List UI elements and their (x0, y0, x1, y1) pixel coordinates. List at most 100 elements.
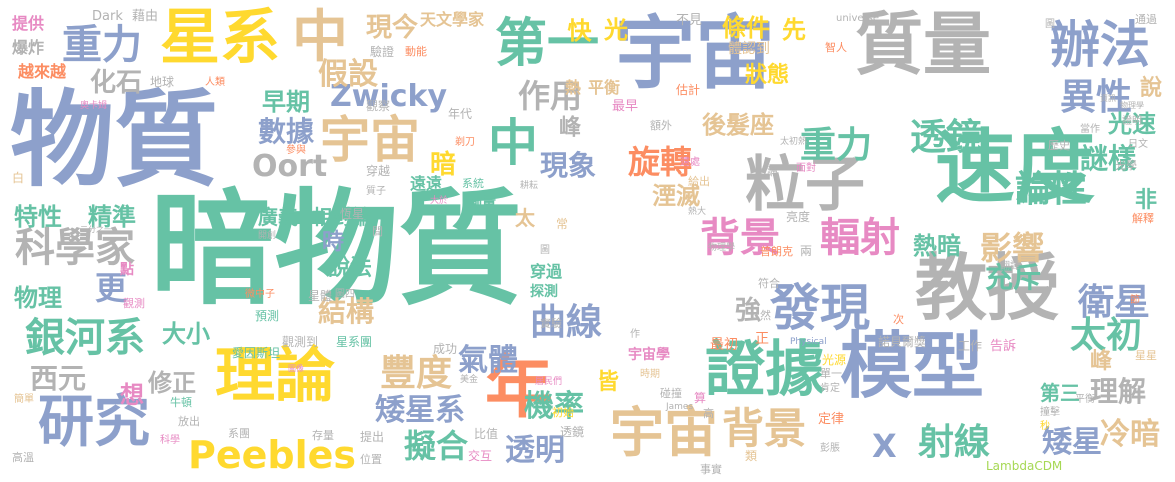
word: 正 (755, 331, 769, 347)
word: 特性 (14, 203, 62, 231)
word: 彭脹 (820, 443, 840, 454)
word: 間 (372, 225, 383, 238)
word: 高溫 (12, 451, 34, 464)
word: 第一 (495, 14, 600, 74)
word: 次 (893, 313, 904, 326)
word: 諾貝爾獎 (878, 335, 927, 349)
word: 物質 (10, 79, 219, 201)
word: 動能 (405, 45, 427, 58)
word: 告訴 (990, 339, 1017, 354)
word: 光源 (822, 353, 847, 367)
word: 面對 (796, 163, 816, 174)
word: 宇宙 (320, 111, 420, 169)
word: 給出 (688, 175, 710, 188)
word: 物理學 (708, 243, 736, 253)
word: 剃刀 (455, 137, 475, 148)
word: 旋轉 (628, 143, 693, 181)
word: 平衡 (588, 78, 621, 97)
word: 爆炸 (12, 38, 45, 57)
word: 資訊 (1100, 94, 1116, 103)
word: 西元 (30, 362, 87, 395)
word: 天文學家 (420, 10, 485, 29)
word: 放出 (178, 415, 200, 428)
word: 比值 (474, 427, 499, 441)
word: 理論 (215, 341, 335, 411)
word: 熱暗 (913, 232, 961, 260)
word: 普朗克 (760, 245, 793, 258)
word: 時期 (640, 369, 660, 380)
word: 系統 (462, 177, 484, 190)
word: 發現 (770, 279, 870, 337)
word: 星體 (308, 289, 333, 303)
word: 實驗 (540, 317, 562, 330)
word: 太 (515, 206, 535, 230)
word: 早期 (262, 88, 310, 116)
word: 參與 (286, 145, 306, 156)
word: 提出 (360, 430, 385, 444)
word: 說 (1140, 76, 1163, 101)
word: 銀河系 (25, 315, 145, 361)
word: 平衡 (1075, 394, 1095, 405)
word: 符合 (758, 277, 780, 290)
word: 亮度 (786, 210, 811, 224)
word: 穿過 (530, 262, 563, 281)
word: 星星 (1135, 349, 1157, 362)
word: 白 (12, 171, 25, 185)
word: 預測 (255, 309, 280, 323)
word: 假設 (318, 57, 378, 92)
word: 大於 (430, 196, 449, 206)
word: 透鏡 (560, 425, 585, 439)
word: 人類 (205, 77, 225, 88)
word: 謎樣 (1080, 142, 1137, 175)
word: 速度 (935, 121, 1095, 214)
word: 條件 (722, 14, 770, 42)
word: 科學 (160, 435, 180, 446)
word: 透明 (505, 433, 565, 468)
word: 後髮座 (702, 111, 774, 139)
word: 驗證 (370, 45, 395, 59)
word: 耕耘 (520, 181, 539, 191)
word: 粒子 (745, 150, 865, 220)
word: 討論 (756, 165, 778, 178)
word: 二分之一 (80, 225, 112, 234)
word: 先 (782, 16, 806, 44)
word: 熱 (565, 78, 582, 97)
word: 單一 (820, 367, 842, 380)
word: 熱大 (688, 207, 707, 217)
word: 星系 (160, 3, 280, 73)
word: 兩 (800, 244, 813, 258)
word: 觀測到 (282, 335, 319, 349)
word: 作 (630, 329, 640, 340)
word: 解釋 (1132, 212, 1154, 225)
word: X (872, 427, 897, 465)
word: 說法 (328, 256, 373, 281)
word: 然 (760, 309, 771, 322)
word: 圖 (1045, 19, 1055, 30)
word: 廣義 (258, 205, 298, 229)
word: 現象 (540, 149, 597, 182)
word: 衛星 (1078, 282, 1151, 323)
word: 精準 (88, 203, 136, 231)
word: 藉由 (132, 9, 159, 24)
word: 年代 (448, 107, 473, 121)
word: 遠處 (680, 157, 700, 168)
word: 矮星 (1042, 425, 1102, 460)
word: 異性 (1060, 77, 1133, 118)
word: Zwicky (330, 79, 448, 114)
word: 擬合 (404, 427, 469, 465)
word: 觀察 (366, 99, 391, 113)
word: 光學 (1115, 159, 1137, 172)
word: 開創 (258, 231, 277, 241)
word: 穿越 (366, 164, 391, 178)
word: 系團 (228, 427, 250, 440)
word: 不見 (676, 13, 703, 28)
word: 簡單 (14, 394, 34, 405)
word: 非 (1135, 188, 1158, 213)
word: 智人 (825, 41, 847, 54)
word: 矮星系 (375, 393, 465, 428)
word: 辦法 (1050, 16, 1150, 74)
word: 年 (485, 349, 554, 428)
word: Dark (92, 9, 123, 24)
word: 肯定 (820, 383, 840, 394)
